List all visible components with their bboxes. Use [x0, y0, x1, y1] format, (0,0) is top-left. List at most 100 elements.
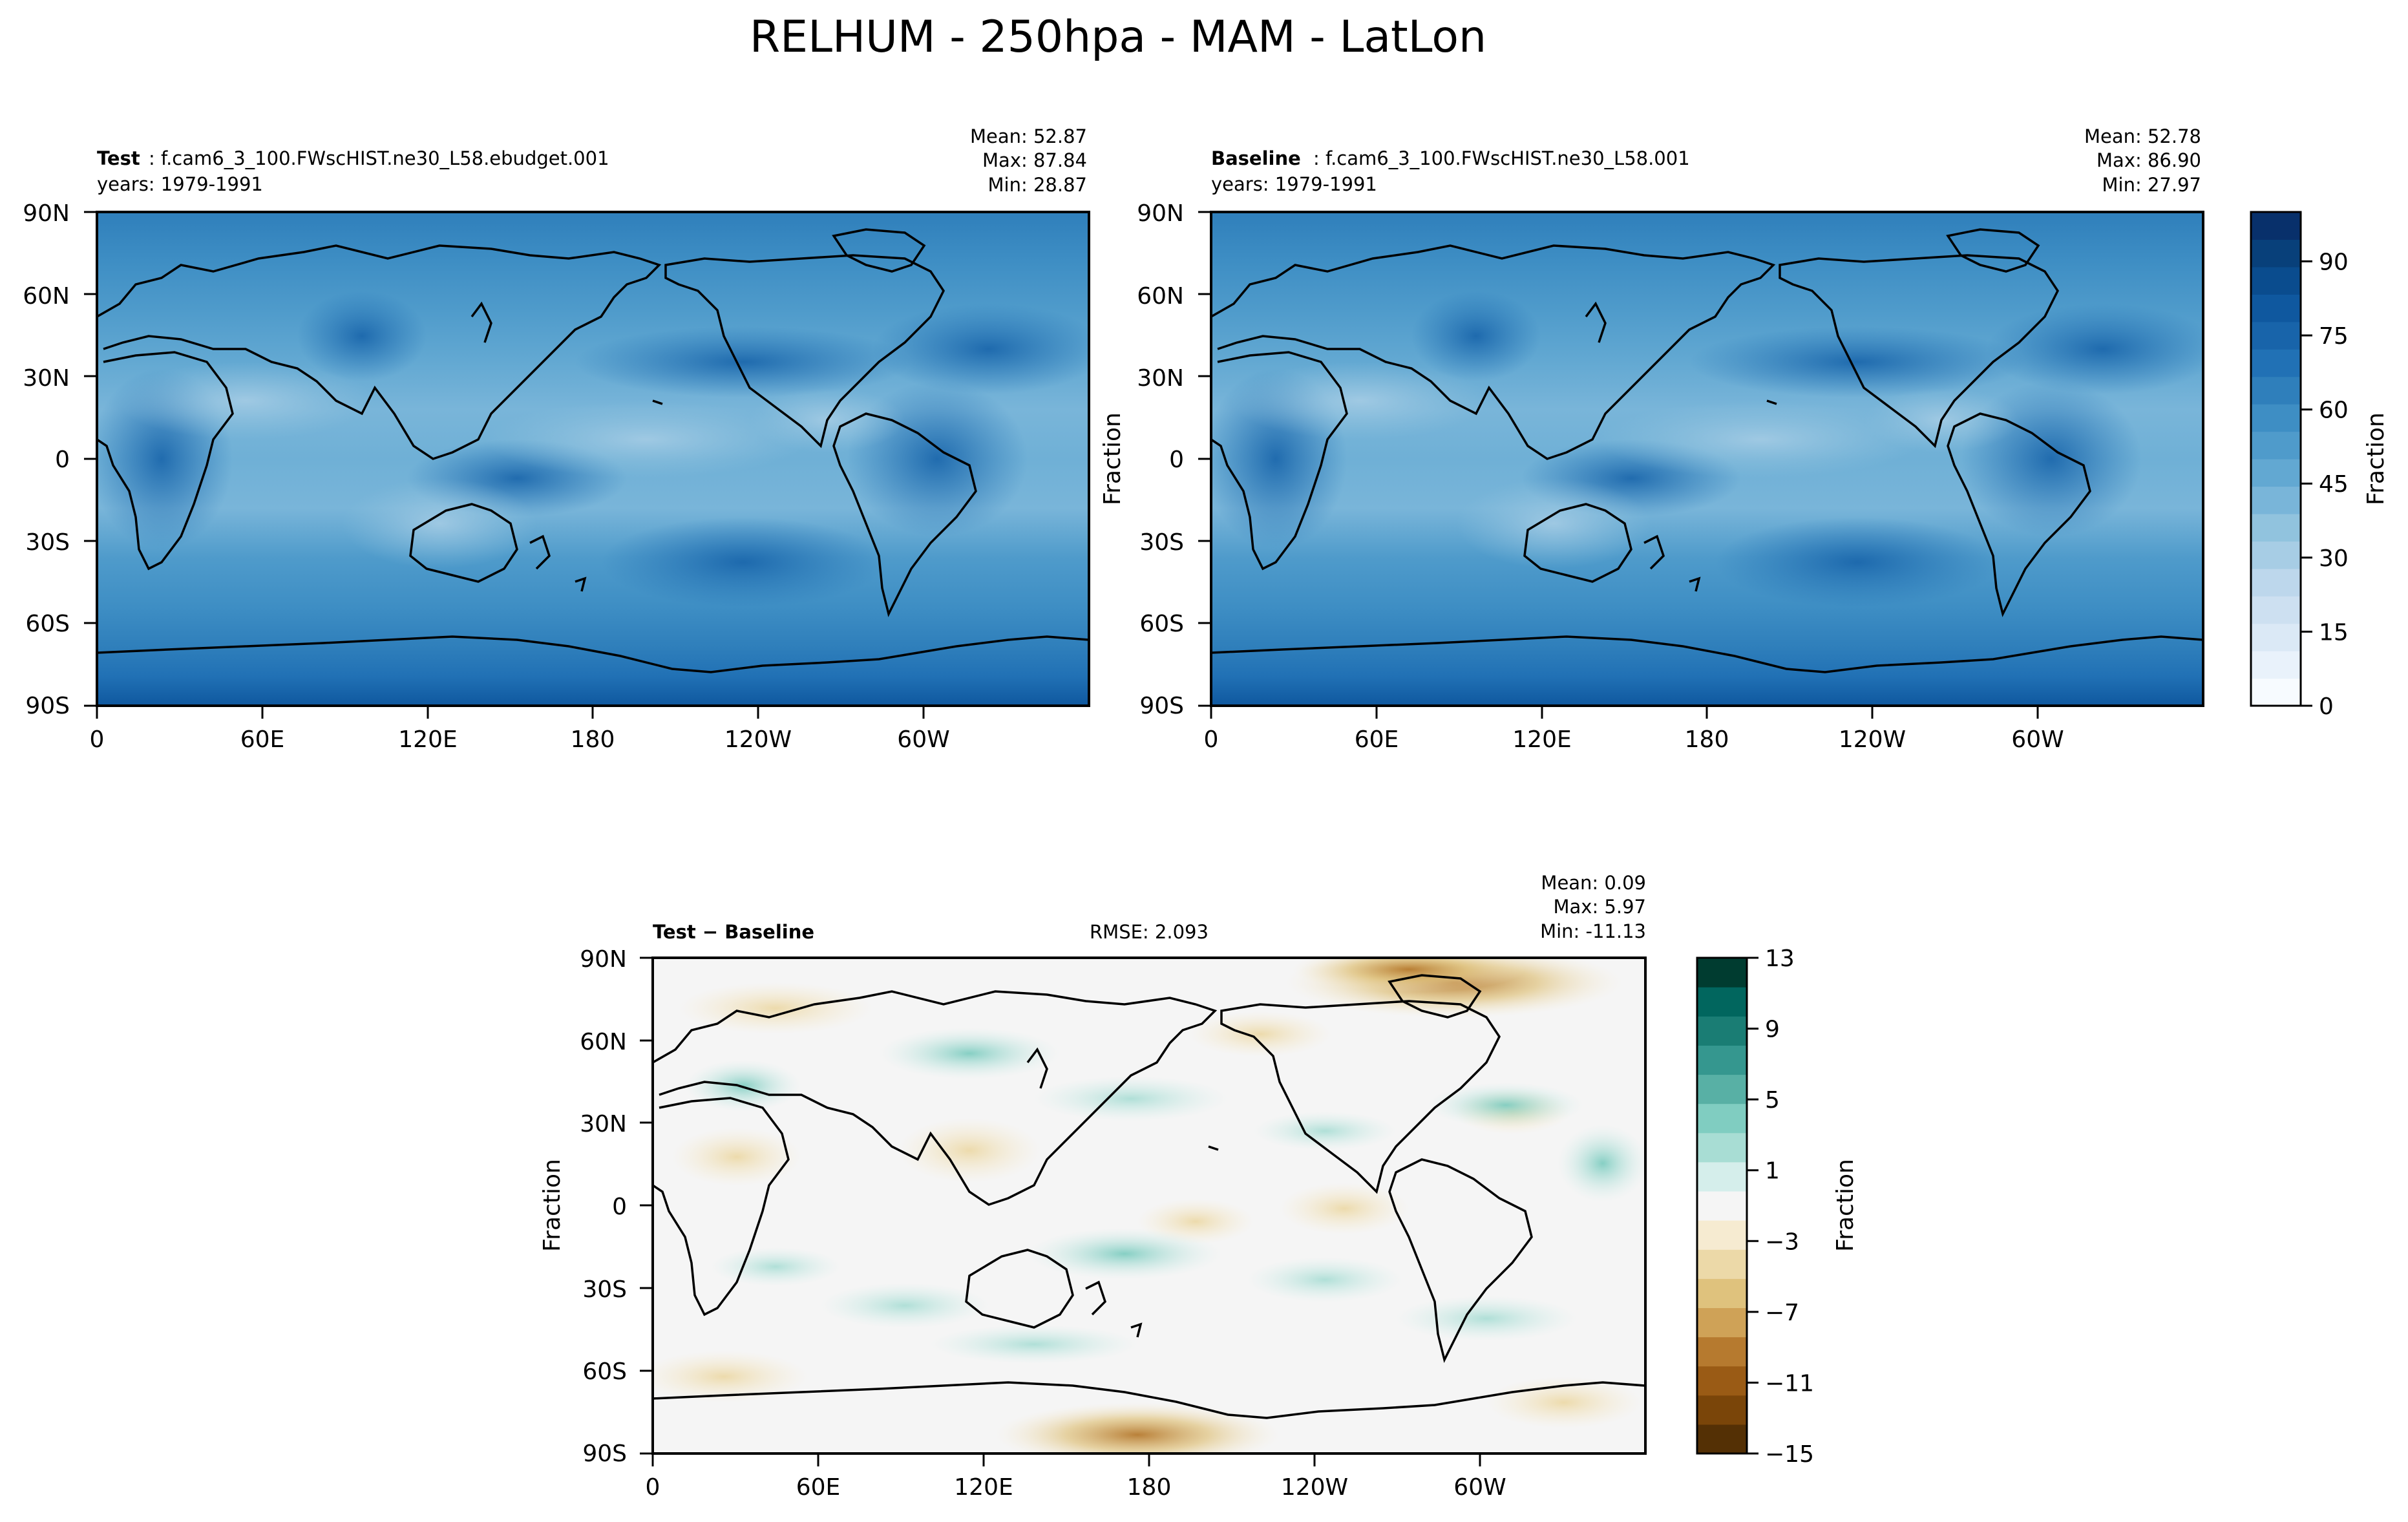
y-tick-label: 60S: [25, 611, 70, 637]
colorbar-segment: [2251, 349, 2301, 377]
colorbar-difference-label: Fraction: [1832, 1159, 1859, 1252]
colorbar-segment: [1697, 1249, 1747, 1279]
colorbar-segment: [2251, 651, 2301, 679]
colorbar-segment: [2251, 486, 2301, 514]
colorbar-segment: [2251, 541, 2301, 569]
difference-stat-min: Min: -11.13: [1540, 920, 1646, 942]
y-tick-label: 0: [1169, 447, 1184, 473]
colorbar-tick-label: 30: [2319, 545, 2349, 572]
y-tick-label: 60N: [1137, 283, 1184, 310]
y-tick-label: 60S: [582, 1358, 627, 1385]
x-tick-label: 60W: [897, 726, 949, 753]
x-tick-label: 120W: [1281, 1474, 1348, 1501]
colorbar-tick-label: 75: [2319, 323, 2349, 350]
colorbar-segment: [1697, 1190, 1747, 1221]
colorbar-segment: [1697, 987, 1747, 1017]
coastlines: [1211, 228, 2203, 673]
y-tick-label: 30N: [23, 365, 70, 392]
colorbar-tick-label: −15: [1765, 1441, 1814, 1468]
colorbar-tick-label: 5: [1765, 1087, 1780, 1114]
colorbar-absolute-ticks: 0 15 30 45 60 75 90: [2301, 249, 2349, 720]
panel-baseline: Baseline : f.cam6_3_100.FWscHIST.ne30_L5…: [1099, 125, 2204, 753]
test-field: [97, 212, 1089, 706]
baseline-stat-mean: Mean: 52.78: [2084, 125, 2201, 147]
test-stat-max: Max: 87.84: [982, 149, 1087, 171]
colorbar-difference-frame: [1696, 957, 1748, 1455]
baseline-years: years: 1979-1991: [1211, 173, 1377, 195]
baseline-y-axis: 90N 60N 30N 0 30S 60S 90S: [1137, 200, 1211, 719]
colorbar-tick-label: 90: [2319, 249, 2349, 275]
colorbar-segment: [2251, 513, 2301, 542]
colorbar-segment: [2251, 294, 2301, 322]
colorbar-tick-label: 15: [2319, 619, 2349, 646]
x-tick-label: 120W: [724, 726, 792, 753]
x-tick-label: 60W: [1453, 1474, 1506, 1501]
test-x-axis: 0 60E 120E 180 120W 60W: [90, 706, 950, 753]
colorbar-absolute-segments: [2251, 212, 2301, 706]
colorbar-segment: [2251, 431, 2301, 460]
colorbar-segment: [1697, 958, 1747, 988]
y-tick-label: 90N: [580, 946, 627, 973]
colorbar-tick-label: 9: [1765, 1017, 1780, 1043]
baseline-name-bold: Baseline: [1211, 147, 1301, 169]
colorbar-tick-label: 13: [1765, 946, 1795, 972]
colorbar-segment: [2251, 459, 2301, 487]
baseline-x-axis: 0 60E 120E 180 120W 60W: [1204, 706, 2064, 753]
colorbar-tick-label: 60: [2319, 397, 2349, 424]
colorbar-tick-label: −7: [1765, 1300, 1799, 1326]
y-tick-label: 60S: [1139, 611, 1184, 637]
colorbar-segment: [1697, 1337, 1747, 1367]
y-tick-label: 30N: [580, 1111, 627, 1137]
difference-field: [653, 958, 1645, 1453]
colorbar-segment: [1697, 1307, 1747, 1338]
test-stat-mean: Mean: 52.87: [970, 125, 1087, 147]
x-tick-label: 120E: [1512, 726, 1571, 753]
x-tick-label: 120E: [398, 726, 457, 753]
colorbar-segment: [1697, 1074, 1747, 1105]
colorbar-segment: [1697, 1424, 1747, 1454]
y-tick-label: 30S: [25, 529, 70, 556]
colorbar-segment: [1697, 1161, 1747, 1192]
x-tick-label: 180: [571, 726, 615, 753]
y-tick-label: 90S: [582, 1441, 627, 1467]
colorbar-absolute-frame: [2250, 211, 2302, 707]
x-tick-label: 60W: [2011, 726, 2064, 753]
x-tick-label: 120E: [954, 1474, 1013, 1501]
y-tick-label: 60N: [23, 283, 70, 310]
colorbar-segment: [1697, 1395, 1747, 1425]
colorbar-segment: [2251, 376, 2301, 405]
colorbar-segment: [2251, 596, 2301, 624]
difference-name-bold: Test − Baseline: [653, 921, 814, 943]
colorbar-segment: [1697, 1045, 1747, 1075]
baseline-y-axis-label: Fraction: [1099, 412, 1126, 505]
test-stat-min: Min: 28.87: [988, 174, 1087, 196]
test-years: years: 1979-1991: [97, 173, 263, 195]
colorbar-tick-label: 1: [1765, 1158, 1780, 1185]
baseline-name-rest: : f.cam6_3_100.FWscHIST.ne30_L58.001: [1313, 147, 1690, 169]
test-name-rest: : f.cam6_3_100.FWscHIST.ne30_L58.ebudget…: [149, 147, 609, 169]
colorbar-segment: [2251, 678, 2301, 706]
panel-difference: Test − Baseline RMSE: 2.093 Mean: 0.09 M…: [539, 872, 1647, 1501]
colorbar-segment: [2251, 623, 2301, 651]
y-tick-label: 90N: [23, 200, 70, 227]
y-tick-label: 30S: [1139, 529, 1184, 556]
difference-x-axis: 0 60E 120E 180 120W 60W: [646, 1453, 1506, 1501]
y-tick-label: 30S: [582, 1276, 627, 1303]
colorbar-tick-label: −11: [1765, 1370, 1814, 1397]
x-tick-label: 60E: [1355, 726, 1399, 753]
coastlines: [653, 974, 1645, 1419]
colorbar-segment: [1697, 1278, 1747, 1309]
baseline-stat-max: Max: 86.90: [2096, 149, 2201, 171]
colorbar-difference-segments: [1697, 958, 1747, 1454]
x-tick-label: 0: [646, 1474, 660, 1501]
difference-stat-mean: Mean: 0.09: [1541, 872, 1646, 894]
x-tick-label: 0: [1204, 726, 1219, 753]
colorbar-segment: [2251, 404, 2301, 432]
y-tick-label: 0: [55, 447, 70, 473]
x-tick-label: 60E: [240, 726, 285, 753]
colorbar-segment: [2251, 239, 2301, 268]
colorbar-tick-label: −3: [1765, 1229, 1799, 1255]
test-name-bold: Test: [97, 147, 140, 169]
colorbar-difference: 13 9 5 1 −3 −7 −11 −15 Fraction: [1696, 946, 1859, 1468]
figure-title: RELHUM - 250hpa - MAM - LatLon: [750, 12, 1486, 63]
